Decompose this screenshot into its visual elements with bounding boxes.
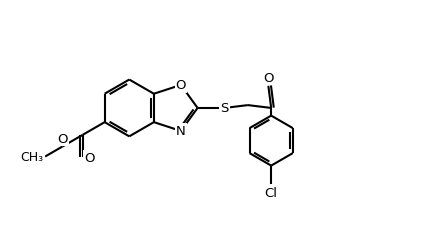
Text: N: N [176, 125, 186, 138]
Text: O: O [175, 79, 186, 92]
Text: O: O [263, 72, 274, 85]
Text: CH₃: CH₃ [20, 150, 43, 163]
Text: O: O [57, 132, 68, 145]
Text: O: O [84, 151, 95, 164]
Text: Cl: Cl [265, 186, 278, 199]
Text: S: S [221, 102, 229, 115]
